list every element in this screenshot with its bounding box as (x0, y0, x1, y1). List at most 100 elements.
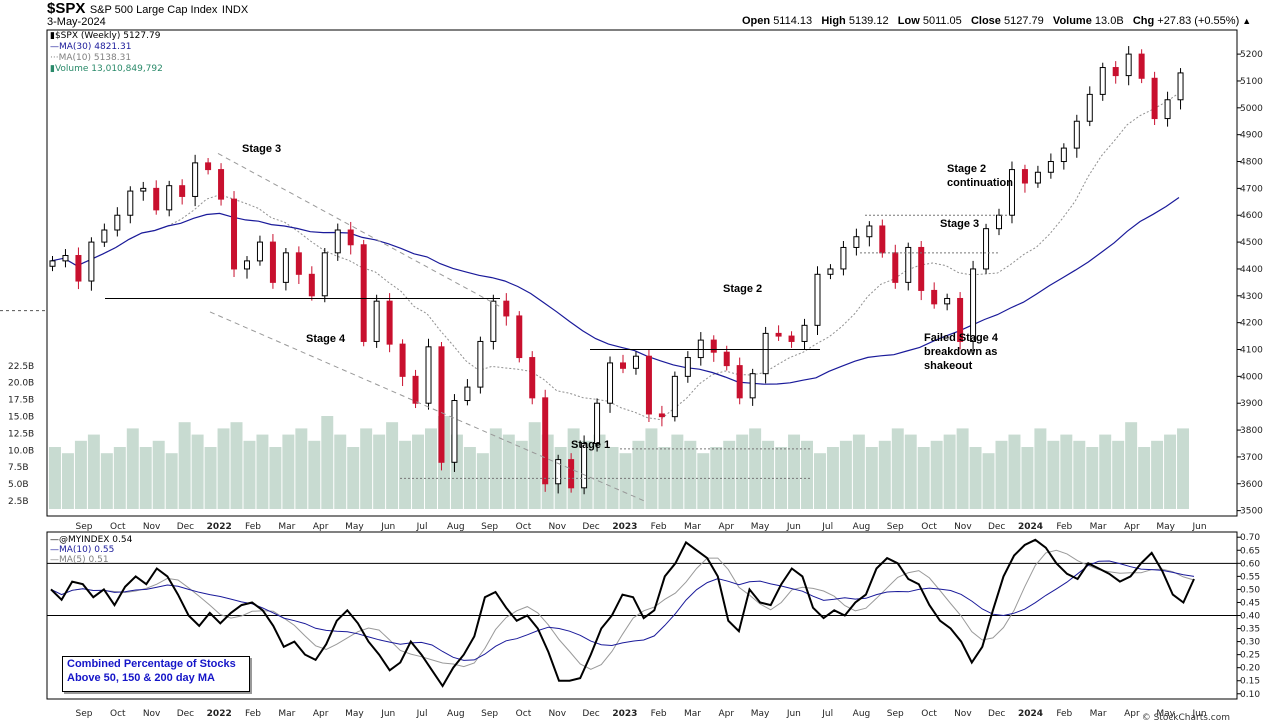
x-axis-label: Mar (684, 522, 701, 532)
volume-bar (1112, 440, 1125, 509)
candle-body (568, 459, 575, 489)
stage-annotation: Stage 3 (242, 143, 281, 155)
candle-body (645, 355, 652, 415)
x-axis-label-bottom: Mar (278, 709, 295, 719)
candle-body (762, 332, 769, 375)
legend-indicator-ma5: —MA(5) 0.51 (50, 555, 109, 565)
volume-bar (749, 428, 762, 509)
candle-body (710, 339, 717, 353)
candle-body (295, 252, 302, 275)
volume-bar (165, 453, 178, 509)
volume-bar (736, 434, 749, 509)
volume-bar (645, 428, 658, 509)
indicator-axis-label: 0.55 (1240, 572, 1260, 582)
candle-body (1008, 169, 1015, 216)
volume-bar (528, 422, 541, 509)
candle-body (788, 335, 795, 342)
price-axis-label: 5000 (1240, 104, 1263, 114)
volume-bar (891, 428, 904, 509)
volume-bar (1034, 428, 1047, 509)
indicator-axis-label: 0.40 (1240, 612, 1260, 622)
price-axis-label: 5100 (1240, 77, 1263, 87)
volume-bar (515, 440, 528, 509)
price-axis-label: 4300 (1240, 292, 1263, 302)
price-axis-label: 4500 (1240, 238, 1263, 248)
volume-bar (425, 428, 437, 509)
volume-bar (100, 453, 113, 509)
volume-bar (334, 434, 347, 509)
candle-body (101, 229, 108, 243)
volume-bar (308, 440, 321, 509)
stage-annotation: Stage 2 (947, 163, 986, 175)
legend-indicator-text: @MYINDEX 0.54 (59, 535, 133, 545)
volume-value: 13.0B (1094, 15, 1124, 27)
volume-bar (930, 440, 943, 509)
price-axis-label: 5200 (1240, 50, 1263, 60)
candle-body (620, 362, 626, 369)
candle-body (88, 241, 95, 282)
volume-bar (74, 440, 87, 509)
x-axis-label-bottom: Sep (887, 709, 904, 719)
candle-body (1086, 93, 1093, 122)
legend-ma10-text: MA(10) 5138.31 (58, 53, 132, 63)
volume-bar (917, 447, 930, 509)
low-label: Low (897, 15, 920, 27)
candle-body (269, 241, 276, 283)
volume-bar (619, 453, 632, 509)
volume-axis-label: 15.0B (8, 413, 34, 423)
volume-bar (1164, 434, 1177, 509)
high-label: High (821, 15, 846, 27)
volume-bar (502, 434, 515, 509)
candle-body (490, 300, 497, 342)
x-axis-label: Jun (786, 522, 801, 532)
chart-date: 3-May-2024 (47, 16, 106, 28)
price-axis-label: 4100 (1240, 346, 1263, 356)
volume-bar (113, 447, 126, 509)
candle-body (529, 357, 536, 399)
volume-bar (399, 440, 412, 509)
candle-body (308, 273, 315, 297)
collapse-arrow-icon[interactable]: ▲ (1242, 16, 1252, 26)
candle-body (321, 252, 328, 297)
candle-body (983, 228, 990, 270)
candle-body (399, 343, 406, 377)
high-value: 5139.12 (848, 15, 889, 27)
price-panel-frame (46, 29, 1238, 517)
x-axis-label-bottom: Feb (1056, 709, 1072, 719)
candle-body (49, 260, 56, 267)
channel-upper-line (217, 153, 501, 307)
x-axis-label-bottom: Feb (245, 709, 261, 719)
candle-body (179, 185, 186, 197)
volume-bar (1099, 434, 1112, 509)
candle-body (931, 289, 938, 305)
volume-axis-label: 12.5B (8, 429, 34, 439)
volume-bar (1060, 434, 1073, 509)
volume-label: Volume (1052, 15, 1092, 27)
indicator-axis-label: 0.20 (1240, 664, 1260, 674)
volume-bar (1021, 447, 1034, 509)
volume-bar (1047, 440, 1060, 509)
x-axis-label-bottom: Jul (821, 709, 833, 719)
legend-price-text: $SPX (Weekly) 5127.79 (54, 31, 161, 41)
x-axis-label-bottom: 2022 (207, 709, 232, 719)
volume-axis-label: 2.5B (8, 497, 29, 507)
indicator-axis-label: 0.35 (1240, 625, 1260, 635)
indicator-axis-label: 0.30 (1240, 638, 1260, 648)
candle-body (114, 214, 121, 231)
x-axis-label: Nov (548, 522, 566, 532)
price-axis-label: 3800 (1240, 426, 1263, 436)
chart-title-block: $SPX S&P 500 Large Cap Index INDX (47, 0, 248, 18)
x-axis-label-bottom: Apr (718, 709, 734, 719)
x-axis-label: Oct (516, 522, 532, 532)
candle-body (1099, 67, 1106, 95)
x-axis-label: Nov (143, 522, 161, 532)
x-axis-label: Dec (988, 522, 1005, 532)
candle-body (438, 346, 445, 463)
x-axis-label-bottom: Nov (954, 709, 972, 719)
candle-body (503, 300, 510, 317)
volume-bar (476, 453, 489, 509)
volume-bar (87, 434, 100, 509)
x-axis-label-bottom: 2024 (1018, 709, 1043, 719)
stage-annotation: Stage 4 (306, 333, 346, 345)
